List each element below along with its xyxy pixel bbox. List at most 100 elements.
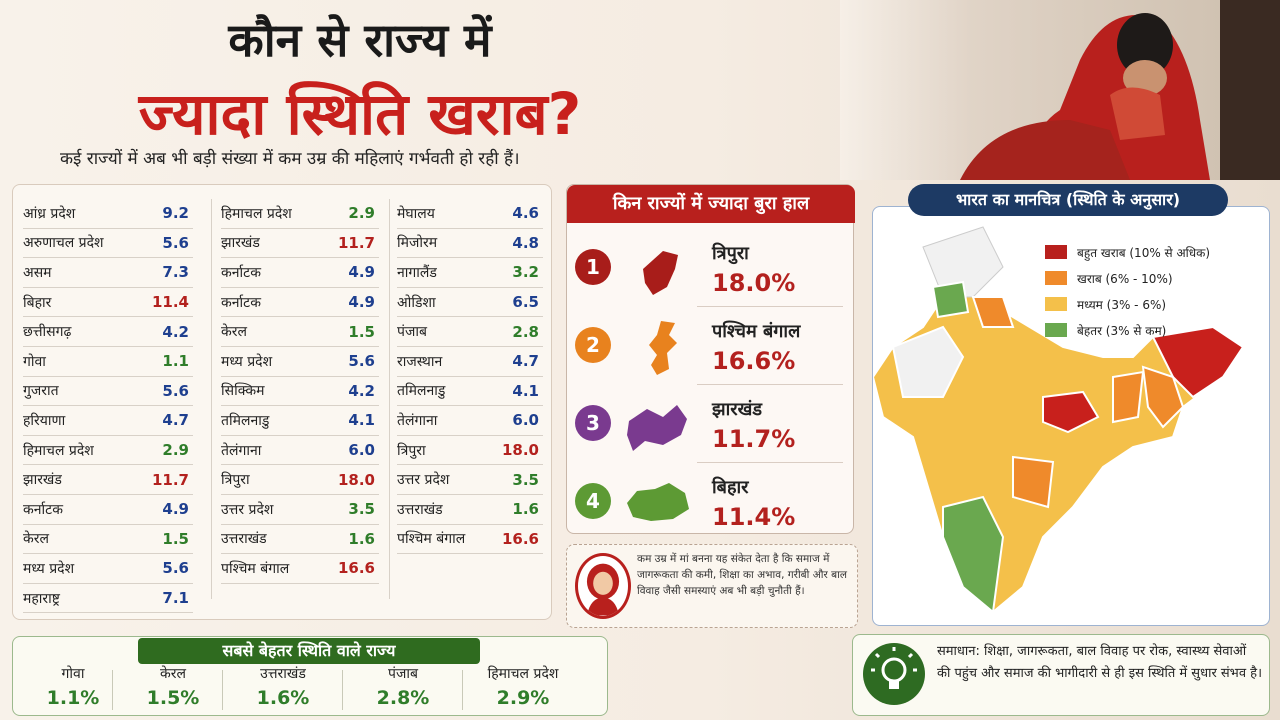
state-name: कर्नाटक: [221, 264, 261, 281]
state-row: ओडिशा 6.5: [397, 288, 543, 318]
state-name: उत्तराखंड: [221, 531, 267, 548]
state-row: पश्चिम बंगाल 16.6: [397, 525, 543, 555]
best-state-item: हिमाचल प्रदेश 2.9%: [468, 664, 578, 709]
state-row: हरियाणा 4.7: [23, 406, 193, 436]
state-row: मेघालय 4.6: [397, 199, 543, 229]
state-value: 16.6: [501, 529, 539, 548]
column-divider: [211, 199, 212, 599]
state-list-column-2: हिमाचल प्रदेश 2.9 झारखंड 11.7 कर्नाटक 4.9 कर्न…: [221, 199, 379, 584]
worried-woman-icon: [575, 553, 631, 619]
state-name: सिक्किम: [221, 383, 265, 400]
worst-state-item: 1 त्रिपुरा 18.0%: [567, 229, 855, 307]
worst-state-value: 11.7%: [712, 425, 796, 453]
column-divider: [389, 199, 390, 599]
state-value: 18.0: [337, 470, 375, 489]
state-name: पश्चिम बंगाल: [221, 560, 290, 577]
best-state-value: 1.1%: [46, 687, 100, 709]
state-value: 4.2: [348, 381, 375, 400]
state-name: बिहार: [23, 294, 52, 311]
state-value: 6.0: [348, 441, 375, 460]
state-row: उत्तर प्रदेश 3.5: [397, 465, 543, 495]
woman-figure-image: [960, 13, 1210, 180]
state-row: पश्चिम बंगाल 16.6: [221, 554, 379, 584]
state-value: 4.1: [512, 381, 539, 400]
state-value: 1.6: [348, 529, 375, 548]
state-row: महाराष्ट्र 7.1: [23, 584, 193, 614]
state-shape-icon: [649, 321, 677, 375]
state-value: 6.0: [512, 411, 539, 430]
note-text: कम उम्र में मां बनना यह संकेत देता है कि…: [637, 553, 847, 597]
state-value: 1.1: [162, 352, 189, 371]
best-state-name: उत्तराखंड: [260, 666, 306, 682]
state-value: 5.6: [162, 381, 189, 400]
solution-text: समाधान: शिक्षा, जागरूकता, बाल विवाह पर र…: [937, 644, 1263, 681]
state-value: 2.9: [348, 204, 375, 223]
state-value: 11.7: [337, 233, 375, 252]
state-name: महाराष्ट्र: [23, 590, 60, 607]
state-list-column-1: आंध्र प्रदेश 9.2 अरुणाचल प्रदेश 5.6 असम 7.3 बि…: [23, 199, 193, 614]
legend-swatch: [1045, 245, 1067, 259]
state-name: आंध्र प्रदेश: [23, 205, 76, 222]
worst-state-item: 3 झारखंड 11.7%: [567, 385, 855, 463]
separator: [697, 306, 843, 307]
state-row: तमिलनाडु 4.1: [397, 377, 543, 407]
state-row: गुजरात 5.6: [23, 377, 193, 407]
state-value: 4.6: [512, 204, 539, 223]
state-shape-icon: [627, 405, 687, 451]
state-row: उत्तराखंड 1.6: [397, 495, 543, 525]
state-value: 1.5: [162, 529, 189, 548]
separator: [697, 384, 843, 385]
state-name: केरल: [221, 324, 247, 341]
state-row: मिजोरम 4.8: [397, 229, 543, 259]
state-value: 4.9: [162, 500, 189, 519]
state-value: 18.0: [501, 441, 539, 460]
state-row: झारखंड 11.7: [221, 229, 379, 259]
state-name: नागालैंड: [397, 264, 437, 281]
state-row: कर्नाटक 4.9: [221, 258, 379, 288]
state-value: 1.6: [512, 500, 539, 519]
state-name: गुजरात: [23, 383, 59, 400]
state-name: कर्नाटक: [23, 501, 63, 518]
legend-label: बेहतर (3% से कम): [1077, 323, 1167, 338]
awareness-note: कम उम्र में मां बनना यह संकेत देता है कि…: [566, 544, 858, 628]
state-value: 3.2: [512, 263, 539, 282]
state-name: हिमाचल प्रदेश: [23, 442, 94, 459]
state-name: पंजाब: [397, 324, 427, 341]
state-name: मिजोरम: [397, 235, 438, 252]
state-row: नागालैंड 3.2: [397, 258, 543, 288]
best-state-item: पंजाब 2.8%: [348, 664, 458, 709]
state-value: 11.7: [151, 470, 189, 489]
separator: [342, 670, 343, 710]
best-state-item: गोवा 1.1%: [18, 664, 128, 709]
state-row: मध्य प्रदेश 5.6: [221, 347, 379, 377]
worst-state-name: बिहार: [712, 477, 749, 498]
state-value: 4.8: [512, 233, 539, 252]
best-state-item: उत्तराखंड 1.6%: [228, 664, 338, 709]
state-name: तमिलनाडु: [397, 383, 446, 400]
state-row: हिमाचल प्रदेश 2.9: [221, 199, 379, 229]
india-map: [871, 225, 1245, 614]
separator: [112, 670, 113, 710]
best-state-name: पंजाब: [388, 666, 418, 682]
state-row: राजस्थान 4.7: [397, 347, 543, 377]
state-value: 2.9: [162, 441, 189, 460]
best-state-value: 2.8%: [376, 687, 430, 709]
state-row: झारखंड 11.7: [23, 465, 193, 495]
state-list-column-3: मेघालय 4.6 मिजोरम 4.8 नागालैंड 3.2 ओडिशा 6.5 पंज…: [397, 199, 543, 555]
title-line-2: ज्यादा स्थिति खराब?: [138, 80, 582, 148]
worst-state-name: झारखंड: [712, 399, 762, 420]
state-name: उत्तर प्रदेश: [397, 472, 450, 489]
state-name: तमिलनाडु: [221, 412, 270, 429]
state-row: तमिलनाडु 4.1: [221, 406, 379, 436]
best-state-name: हिमाचल प्रदेश: [487, 666, 559, 682]
distressed-woman-photo: [840, 0, 1280, 180]
legend-item: बेहतर (3% से कम): [1045, 317, 1210, 343]
state-row: बिहार 11.4: [23, 288, 193, 318]
state-name: तेलंगाना: [397, 412, 438, 429]
state-row: केरल 1.5: [221, 317, 379, 347]
state-name: त्रिपुरा: [397, 442, 426, 459]
legend-label: खराब (6% - 10%): [1077, 271, 1173, 286]
state-value: 1.5: [348, 322, 375, 341]
state-row: तेलंगाना 6.0: [221, 436, 379, 466]
